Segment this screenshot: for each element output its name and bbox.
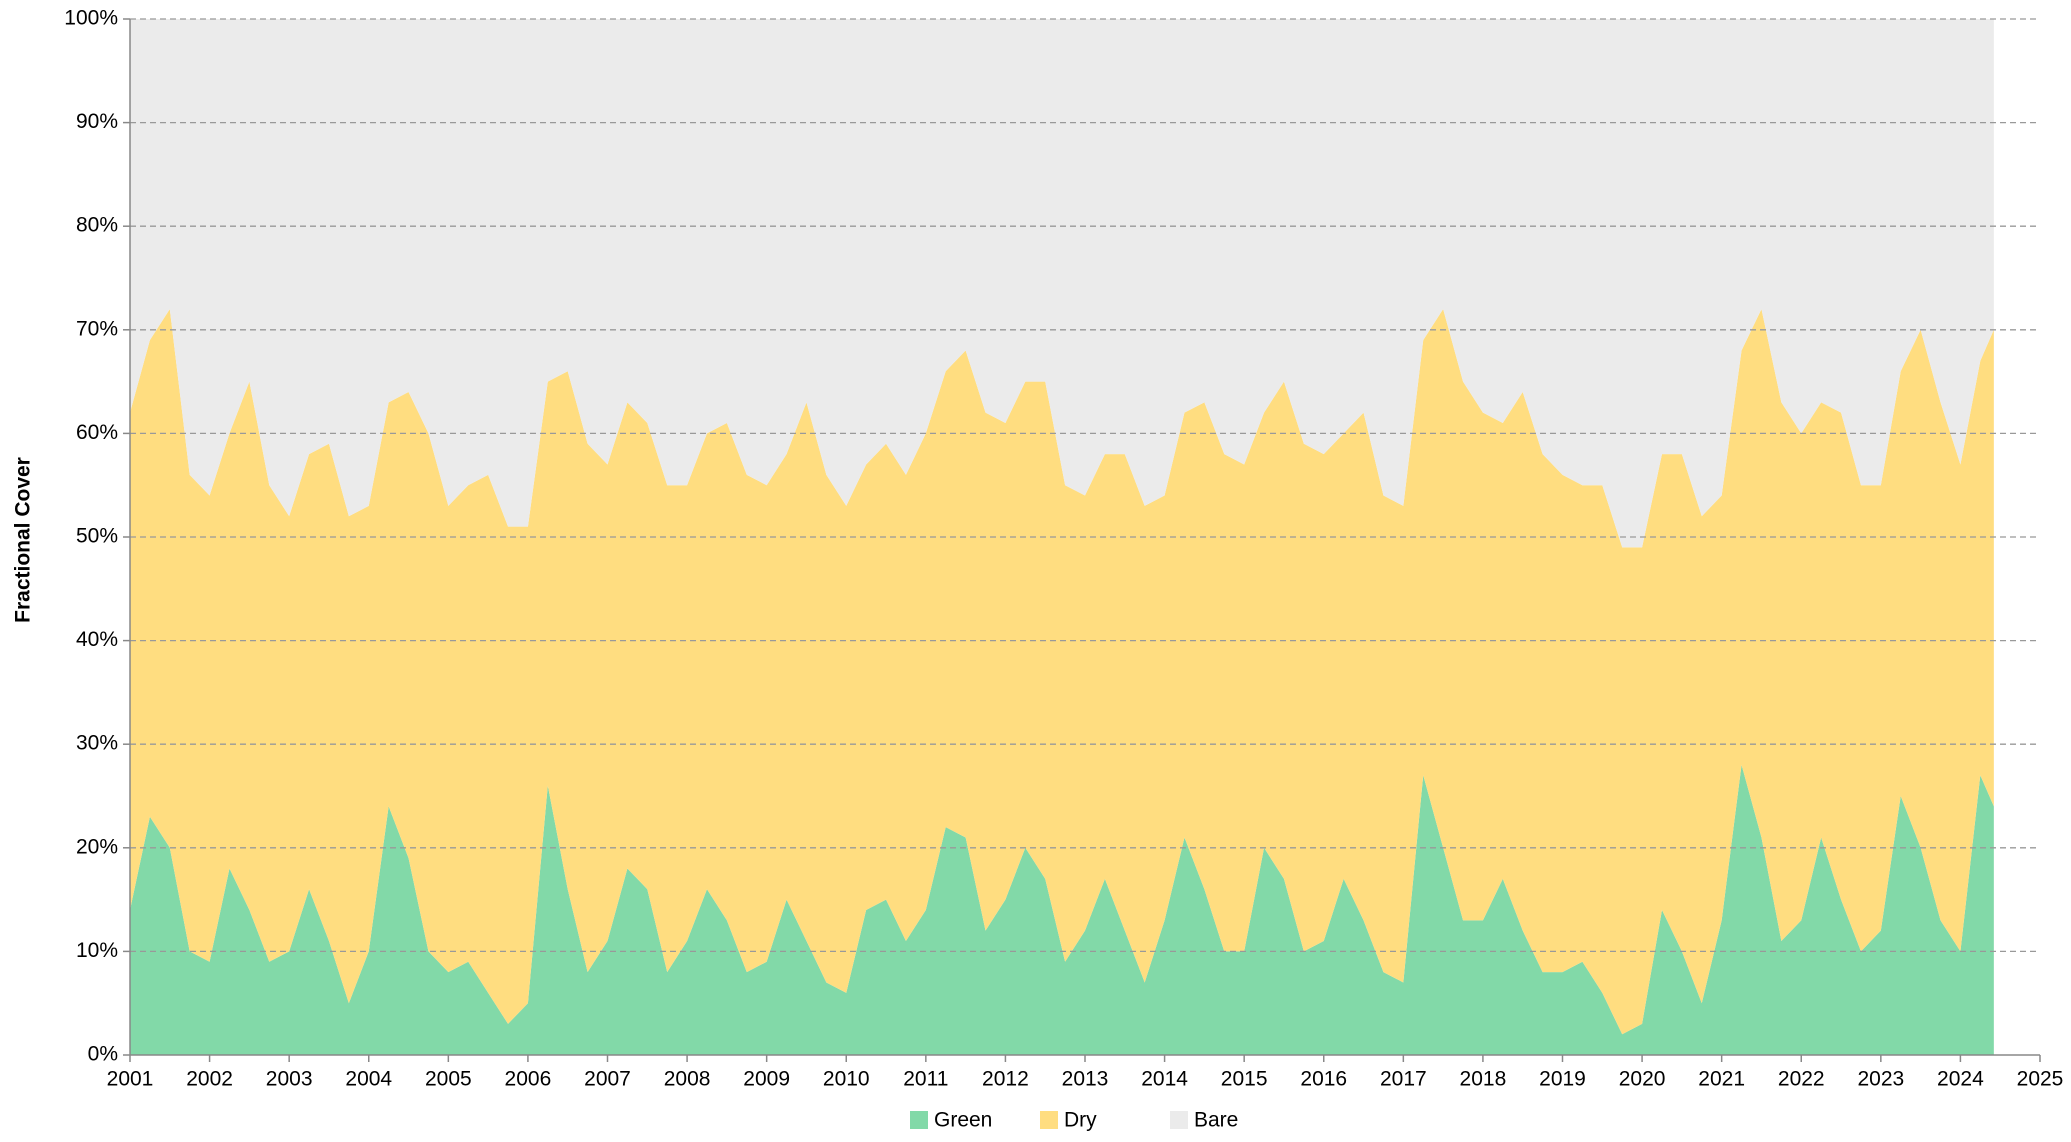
legend-swatch — [1170, 1111, 1188, 1129]
y-tick-label: 10% — [76, 939, 118, 962]
x-tick-label: 2008 — [664, 1068, 711, 1091]
legend: Green Dry Bare — [910, 1109, 1238, 1132]
y-tick-label: 40% — [76, 628, 118, 651]
x-tick-label: 2009 — [743, 1068, 790, 1091]
x-tick-label: 2004 — [345, 1068, 392, 1091]
area — [130, 309, 1994, 1035]
y-tick-label: 0% — [88, 1043, 118, 1066]
y-tick-label: 90% — [76, 110, 118, 133]
y-tick-label: 20% — [76, 835, 118, 858]
x-tick-label: 2010 — [823, 1068, 870, 1091]
y-tick-label: 60% — [76, 421, 118, 444]
x-tick-label: 2005 — [425, 1068, 472, 1091]
legend-label: Dry — [1064, 1109, 1097, 1132]
y-axis-label: Fractional Cover — [12, 457, 35, 623]
x-tick-label: 2022 — [1778, 1068, 1825, 1091]
x-tick-label: 2006 — [505, 1068, 552, 1091]
x-tick-label: 2020 — [1619, 1068, 1666, 1091]
area — [130, 764, 1994, 1055]
x-tick-label: 2007 — [584, 1068, 631, 1091]
x-tick-label: 2001 — [107, 1068, 154, 1091]
x-tick-label: 2017 — [1380, 1068, 1427, 1091]
x-tick-label: 2016 — [1300, 1068, 1347, 1091]
x-tick-label: 2011 — [903, 1068, 948, 1091]
x-tick-label: 2025 — [2017, 1068, 2064, 1091]
x-tick-label: 2023 — [1857, 1068, 1904, 1091]
legend-label: Green — [934, 1109, 992, 1132]
area — [130, 19, 1994, 548]
y-tick-label: 30% — [76, 732, 118, 755]
x-tick-label: 2013 — [1062, 1068, 1109, 1091]
y-tick-label: 100% — [64, 7, 118, 30]
x-tick-label: 2018 — [1460, 1068, 1507, 1091]
x-tick-label: 2021 — [1698, 1068, 1745, 1091]
x-tick-label: 2003 — [266, 1068, 313, 1091]
legend-label: Bare — [1194, 1109, 1238, 1132]
y-tick-label: 80% — [76, 214, 118, 237]
x-tick-label: 2015 — [1221, 1068, 1268, 1091]
legend-swatch — [910, 1111, 928, 1129]
x-tick-label: 2014 — [1141, 1068, 1188, 1091]
y-tick-label: 50% — [76, 525, 118, 548]
x-tick-label: 2024 — [1937, 1068, 1984, 1091]
y-tick-label: 70% — [76, 317, 118, 340]
x-tick-label: 2012 — [982, 1068, 1029, 1091]
legend-swatch — [1040, 1111, 1058, 1129]
x-tick-label: 2019 — [1539, 1068, 1586, 1091]
x-tick-label: 2002 — [186, 1068, 233, 1091]
